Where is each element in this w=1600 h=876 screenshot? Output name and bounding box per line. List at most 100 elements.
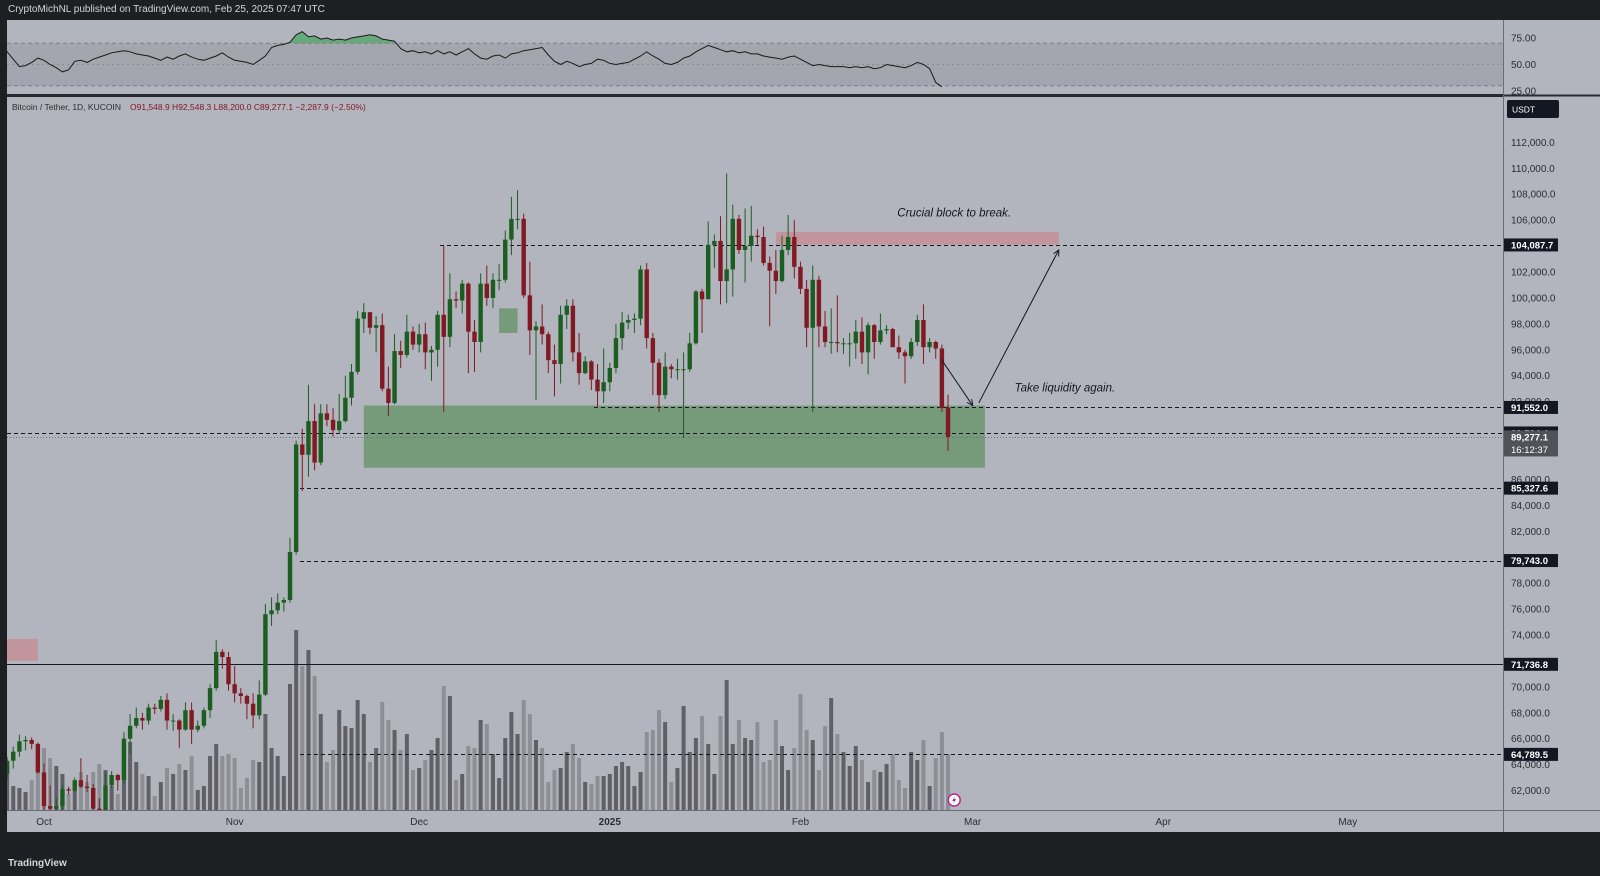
volume-bar <box>429 750 434 810</box>
candle-body <box>558 314 563 365</box>
candle-body <box>638 269 643 319</box>
candle-body <box>496 279 502 281</box>
candle-body <box>515 218 520 220</box>
tradingview-logo[interactable]: TradingView <box>8 852 67 876</box>
volume-bar <box>896 780 901 810</box>
candle-body <box>466 283 471 332</box>
volume-bar <box>337 710 342 810</box>
candle-body <box>355 318 360 372</box>
volume-bar <box>632 786 637 810</box>
volume-bar <box>226 754 231 810</box>
candle-body <box>693 291 699 344</box>
candle-body <box>644 269 649 339</box>
candle-body <box>460 283 465 301</box>
volume-bar <box>109 786 114 810</box>
rsi-tick-label: 75.00 <box>1511 34 1536 45</box>
candle-body <box>853 331 858 344</box>
candle-body <box>595 379 600 392</box>
candle-body <box>214 651 219 689</box>
volume-bar <box>792 748 797 810</box>
volume-bar <box>675 768 680 810</box>
price-tick-label: 84,000.0 <box>1511 501 1550 512</box>
candle-body <box>423 334 428 353</box>
volume-bar <box>201 786 206 810</box>
candle-body <box>613 338 619 368</box>
candle-body <box>189 710 194 730</box>
volume-bar <box>743 738 748 810</box>
candle-body <box>47 806 53 809</box>
candle-body <box>650 338 656 363</box>
candle-body <box>312 421 317 463</box>
candle-body <box>220 651 225 658</box>
candle-body <box>275 602 280 611</box>
volume-bar <box>589 784 594 810</box>
candle-body <box>41 772 47 807</box>
candle-body <box>164 699 170 721</box>
candle-body <box>484 283 489 298</box>
candle-body <box>699 291 705 300</box>
candle-body <box>576 352 582 374</box>
candle-body <box>300 444 305 455</box>
volume-bar <box>275 756 280 810</box>
candle-body <box>939 348 945 409</box>
candle-body <box>244 695 250 704</box>
volume-bar <box>515 734 520 810</box>
volume-bar <box>761 762 766 810</box>
candle-body <box>810 279 815 328</box>
price-level-tag <box>1504 400 1558 414</box>
time-tick-label: Feb <box>792 817 810 828</box>
candle-body <box>798 266 803 289</box>
candle-body <box>250 703 256 716</box>
candle-body <box>865 325 871 353</box>
volume-bar <box>300 666 305 810</box>
volume-bar <box>146 776 151 810</box>
candle-body <box>429 349 434 353</box>
publish-line: CryptoMichNL published on TradingView.co… <box>8 4 325 15</box>
candle-body <box>927 342 932 348</box>
candle-body <box>724 269 729 282</box>
volume-bar <box>841 752 846 810</box>
price-tick-label: 64,000.0 <box>1511 760 1550 771</box>
candle-body <box>619 322 625 339</box>
price-level-label: 91,552.0 <box>1511 403 1548 414</box>
price-level-tag <box>1504 430 1558 457</box>
volume-bar <box>657 710 661 810</box>
price-level-label: 64,789.5 <box>1511 750 1549 761</box>
candle-body <box>589 361 594 380</box>
volume-bar <box>552 770 557 810</box>
price-tick-label: 74,000.0 <box>1511 630 1550 641</box>
candle-body <box>416 334 422 345</box>
volume-bar <box>933 758 938 810</box>
volume-bar <box>509 712 514 810</box>
price-tick-label: 110,000.0 <box>1511 164 1555 175</box>
volume-bar <box>17 788 22 810</box>
volume-bar <box>663 722 668 810</box>
candle-body <box>706 244 711 300</box>
time-tick-label: May <box>1338 817 1357 828</box>
volume-bar <box>718 716 723 810</box>
volume-bar <box>829 698 834 810</box>
volume-bar <box>48 758 53 810</box>
time-tick-label: Mar <box>964 817 982 828</box>
volume-bar <box>435 738 440 810</box>
volume-bar <box>730 744 735 810</box>
candle-body <box>343 397 348 422</box>
volume-bar <box>687 752 692 810</box>
volume-bar <box>527 714 532 810</box>
volume-bar <box>447 696 452 810</box>
candle-body <box>337 421 342 431</box>
candle-body <box>915 319 920 343</box>
candle-body <box>306 421 311 455</box>
volume-bar <box>700 716 705 810</box>
lightning-glyph <box>952 796 957 804</box>
candle-body <box>146 707 151 721</box>
volume-bar <box>909 752 914 810</box>
volume-bar <box>650 730 655 810</box>
candle-body <box>546 334 551 361</box>
volume-bar <box>540 748 545 810</box>
volume-bar <box>490 754 495 810</box>
candle-body <box>712 240 717 245</box>
currency-badge[interactable] <box>1507 100 1559 118</box>
volume-bar <box>343 726 348 810</box>
chart-svg[interactable]: 75.00 50.00 25.00 Crucial block to break. Ta… <box>0 0 1600 852</box>
